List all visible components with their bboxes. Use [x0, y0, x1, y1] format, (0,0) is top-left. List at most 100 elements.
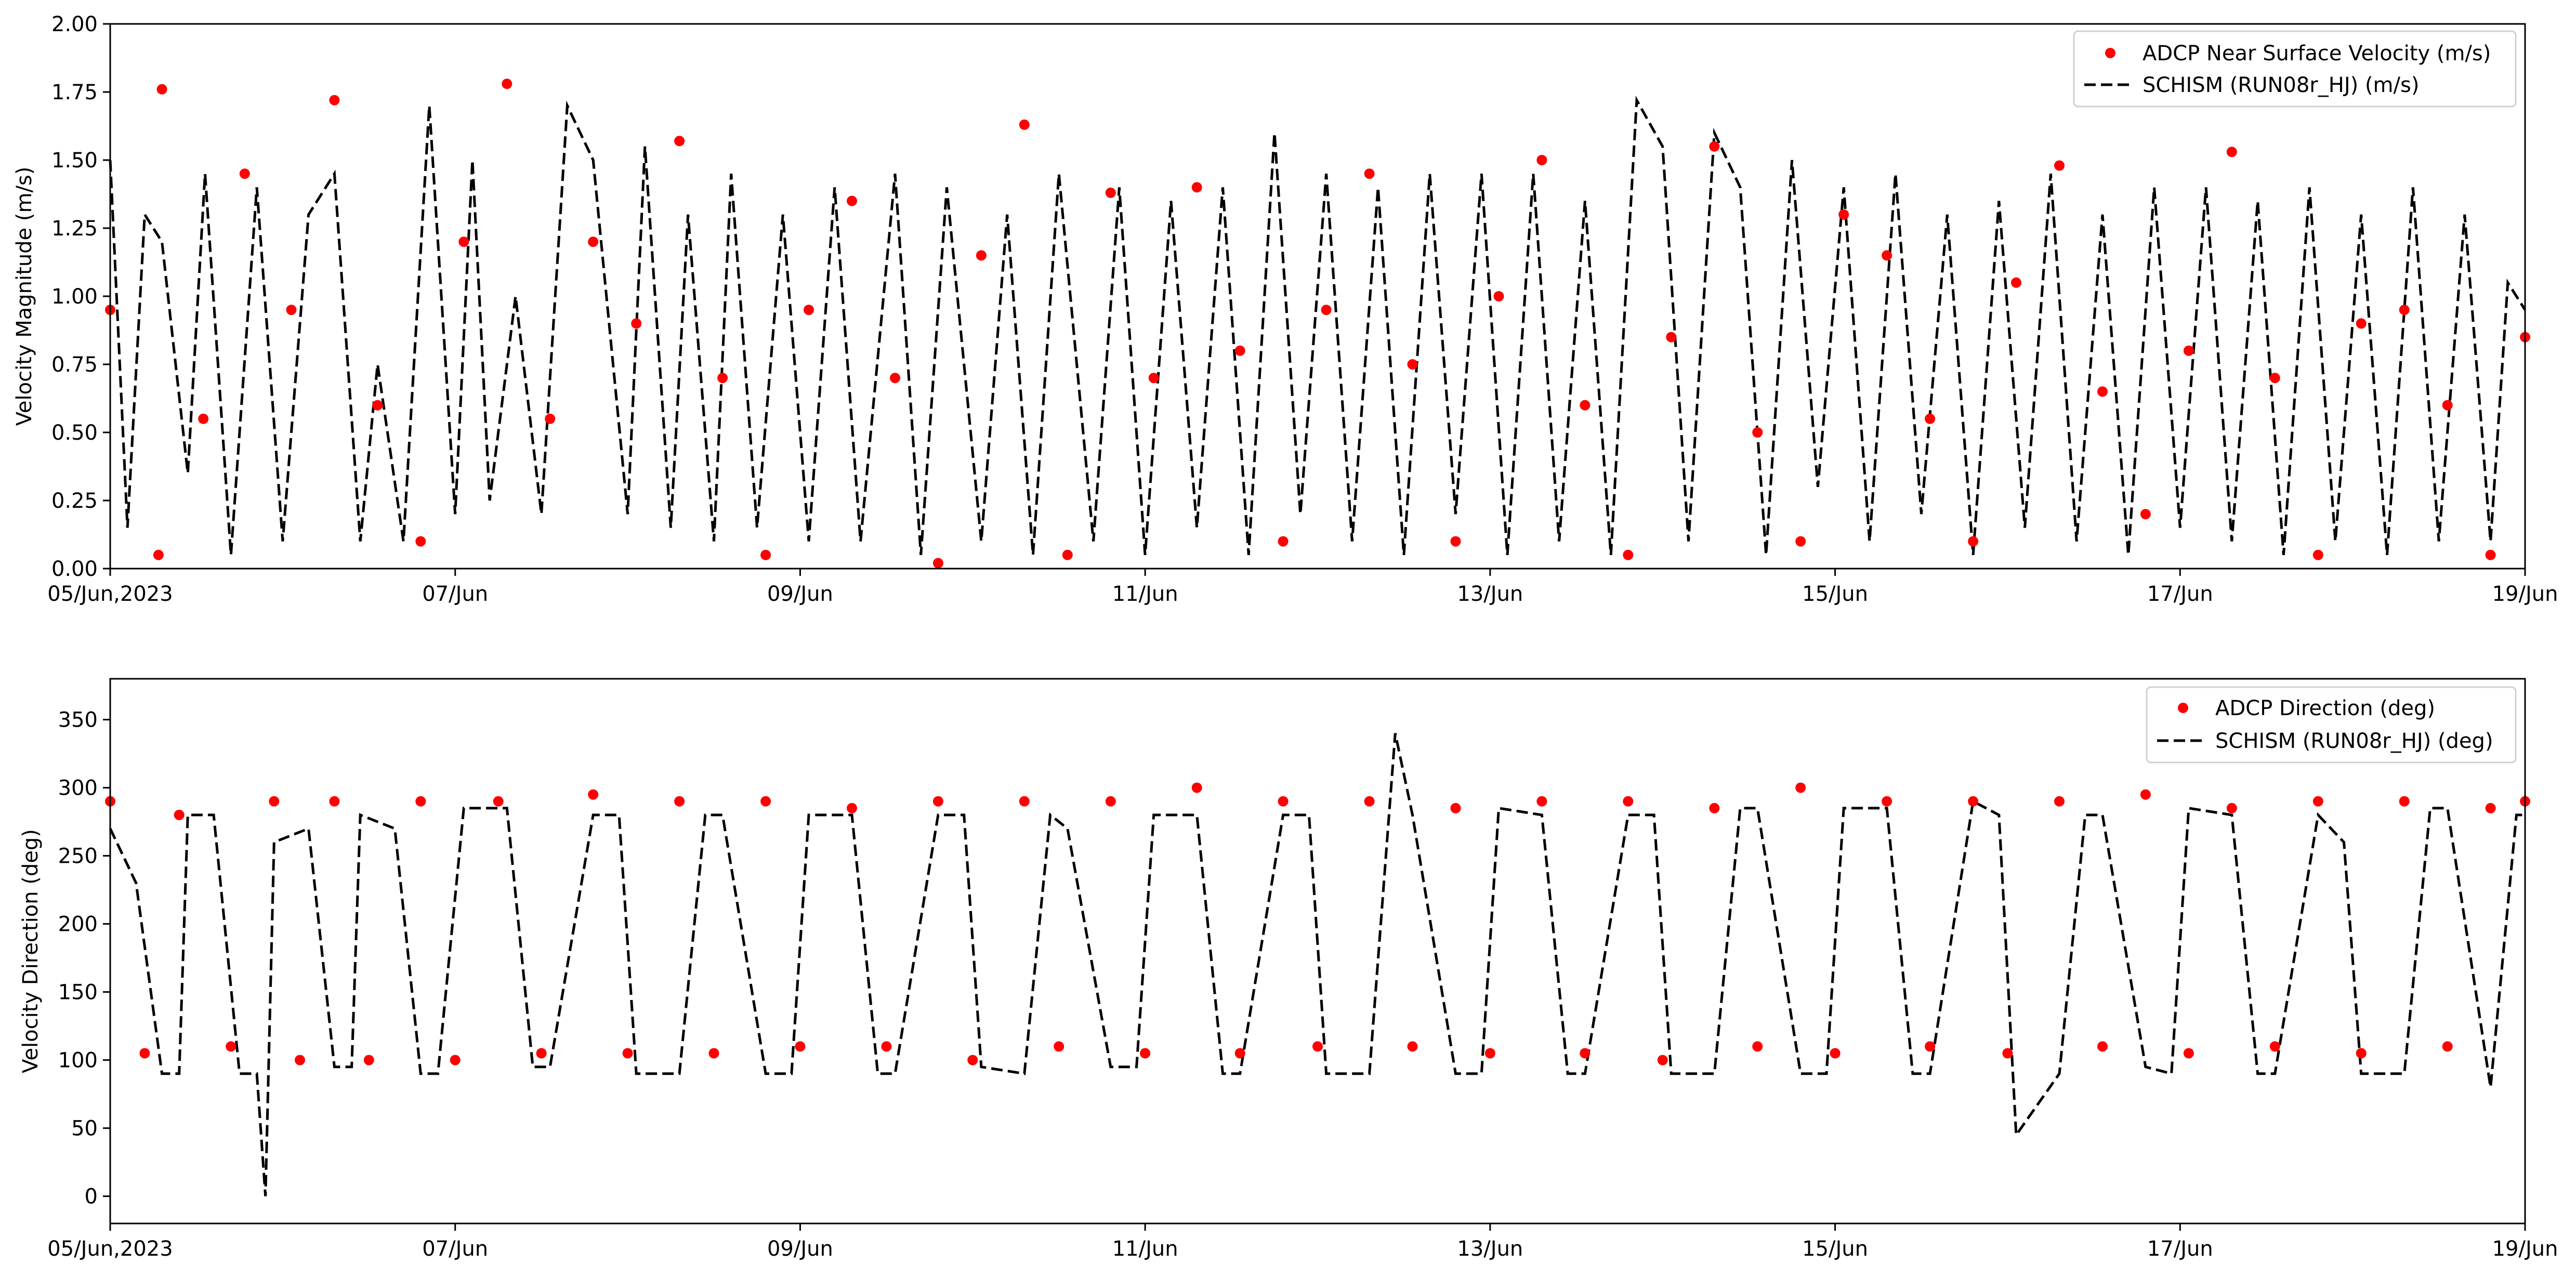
velocity-direction-adcp-point: [174, 810, 185, 820]
velocity-direction-adcp-point: [1752, 1041, 1763, 1052]
velocity-magnitude-adcp-point: [415, 536, 426, 547]
velocity-direction-adcp-point: [1105, 796, 1116, 807]
velocity-magnitude-y-tick-label: 1.00: [51, 285, 98, 309]
velocity-magnitude-adcp-point: [1019, 119, 1030, 130]
velocity-direction-adcp-point: [932, 796, 943, 807]
velocity-magnitude-x-tick-label: 09/Jun: [767, 582, 833, 606]
velocity-direction-x-tick-label: 19/Jun: [2492, 1237, 2558, 1261]
velocity-magnitude-adcp-point: [239, 168, 250, 179]
velocity-magnitude-adcp-point: [1321, 305, 1332, 315]
velocity-magnitude-adcp-point: [153, 549, 164, 560]
velocity-magnitude-adcp-point: [1882, 250, 1892, 261]
velocity-direction-adcp-point: [622, 1048, 633, 1059]
velocity-magnitude-y-tick-label: 0.75: [51, 353, 98, 377]
velocity-direction-adcp-point: [493, 796, 504, 807]
velocity-magnitude-adcp-point: [932, 558, 943, 569]
velocity-direction-adcp-point: [226, 1041, 236, 1052]
velocity-magnitude-adcp-point: [2054, 160, 2065, 171]
velocity-direction-adcp-point: [2097, 1041, 2108, 1052]
legend-marker-adcp-direction: [2178, 703, 2188, 713]
velocity-magnitude-y-tick-label: 2.00: [51, 12, 98, 36]
velocity-magnitude-x-tick-label: 07/Jun: [422, 582, 488, 606]
velocity-direction-adcp-point: [450, 1055, 461, 1065]
velocity-magnitude-adcp-point: [1234, 345, 1245, 356]
velocity-magnitude-adcp-point: [1364, 168, 1375, 179]
velocity-direction-adcp-point: [588, 789, 599, 800]
velocity-magnitude-x-tick-label: 17/Jun: [2147, 582, 2213, 606]
velocity-magnitude-adcp-point: [1580, 400, 1591, 411]
legend-label-adcp-direction: ADCP Direction (deg): [2215, 696, 2435, 720]
velocity-direction-adcp-point: [881, 1041, 892, 1052]
velocity-magnitude-adcp-point: [1062, 549, 1073, 560]
velocity-magnitude-adcp-point: [2485, 549, 2496, 560]
velocity-magnitude-adcp-point: [372, 400, 383, 411]
velocity-magnitude-adcp-point: [1709, 141, 1720, 152]
velocity-direction-adcp-point: [1623, 796, 1634, 807]
velocity-magnitude-y-tick-label: 1.75: [51, 81, 98, 104]
legend-marker-adcp-velocity: [2105, 48, 2115, 58]
velocity-direction-adcp-point: [536, 1048, 547, 1059]
velocity-magnitude-adcp-point: [286, 305, 297, 315]
velocity-direction-x-tick-label: 07/Jun: [422, 1237, 488, 1261]
velocity-magnitude-x-ticks: 05/Jun,2023 07/Jun 09/Jun 11/Jun 13/Jun 15/Ju…: [47, 569, 2558, 606]
velocity-magnitude-adcp-point: [1105, 187, 1116, 198]
velocity-direction-adcp-point: [139, 1048, 150, 1059]
velocity-direction-adcp-point: [329, 796, 340, 807]
velocity-direction-y-tick-label: 250: [58, 845, 98, 868]
velocity-direction-adcp-point: [967, 1055, 978, 1065]
velocity-direction-adcp-point: [2442, 1041, 2453, 1052]
velocity-magnitude-adcp-point: [804, 305, 814, 315]
velocity-direction-adcp-point: [1019, 796, 1030, 807]
velocity-direction-adcp-point: [1278, 796, 1289, 807]
velocity-direction-y-tick-label: 300: [58, 776, 98, 800]
velocity-direction-adcp-point: [2054, 796, 2065, 807]
velocity-magnitude-adcp-point: [1493, 291, 1504, 301]
velocity-direction-adcp-point: [1140, 1048, 1151, 1059]
velocity-direction-adcp-point: [760, 796, 771, 807]
velocity-magnitude-adcp-point: [502, 78, 512, 89]
velocity-magnitude-adcp-point: [890, 373, 900, 384]
velocity-magnitude-legend: ADCP Near Surface Velocity (m/s) SCHISM …: [2073, 30, 2517, 108]
velocity-direction-adcp-point: [415, 796, 426, 807]
velocity-magnitude-y-ticks: 0.00 0.25 0.50 0.75 1.00 1.25 1.50 1.75 2.00: [51, 12, 110, 581]
velocity-direction-x-tick-label: 15/Jun: [1802, 1237, 1868, 1261]
velocity-direction-adcp-point: [2312, 796, 2323, 807]
velocity-direction-adcp-point: [2002, 1048, 2013, 1059]
velocity-direction-adcp-point: [1407, 1041, 1418, 1052]
velocity-direction-adcp-point: [1709, 802, 1720, 813]
velocity-direction-x-ticks: 05/Jun,2023 07/Jun 09/Jun 11/Jun 13/Jun 15/Ju…: [47, 1223, 2558, 1261]
velocity-magnitude-adcp-point: [156, 84, 167, 95]
velocity-magnitude-x-tick-label: 13/Jun: [1457, 582, 1523, 606]
velocity-direction-legend: ADCP Direction (deg) SCHISM (RUN08r_HJ) …: [2146, 686, 2517, 763]
velocity-magnitude-adcp-point: [2183, 345, 2194, 356]
velocity-direction-adcp-point: [1364, 796, 1375, 807]
velocity-magnitude-series-layer: [105, 78, 2530, 569]
velocity-magnitude-adcp-point: [1752, 427, 1763, 438]
velocity-direction-adcp-point: [1968, 796, 1979, 807]
velocity-direction-adcp-point: [1312, 1041, 1323, 1052]
velocity-magnitude-adcp-point: [1407, 359, 1418, 370]
velocity-direction-y-tick-label: 150: [58, 981, 98, 1005]
velocity-magnitude-adcp-point: [1838, 209, 1849, 220]
velocity-magnitude-y-tick-label: 0.00: [51, 557, 98, 581]
velocity-magnitude-adcp-point: [2011, 277, 2021, 288]
velocity-magnitude-adcp-point: [1278, 536, 1289, 547]
velocity-magnitude-x-tick-label: 15/Jun: [1802, 582, 1868, 606]
velocity-magnitude-adcp-point: [2097, 386, 2108, 397]
velocity-direction-adcp-point: [674, 796, 685, 807]
velocity-magnitude-adcp-point: [1148, 373, 1159, 384]
velocity-direction-adcp-point: [795, 1041, 806, 1052]
velocity-magnitude-adcp-point: [847, 195, 857, 206]
velocity-direction-x-tick-label: 17/Jun: [2147, 1237, 2213, 1261]
velocity-direction-adcp-point: [847, 802, 857, 813]
velocity-direction-adcp-point: [708, 1048, 719, 1059]
velocity-direction-adcp-point: [1795, 782, 1806, 793]
velocity-direction-schism-line: [109, 733, 2525, 1196]
velocity-magnitude-adcp-point: [2269, 373, 2280, 384]
velocity-direction-y-tick-label: 200: [58, 913, 98, 937]
velocity-direction-y-axis-label: Velocity Direction (deg): [19, 829, 43, 1073]
velocity-direction-adcp-point: [2356, 1048, 2367, 1059]
velocity-direction-adcp-point: [295, 1055, 305, 1065]
